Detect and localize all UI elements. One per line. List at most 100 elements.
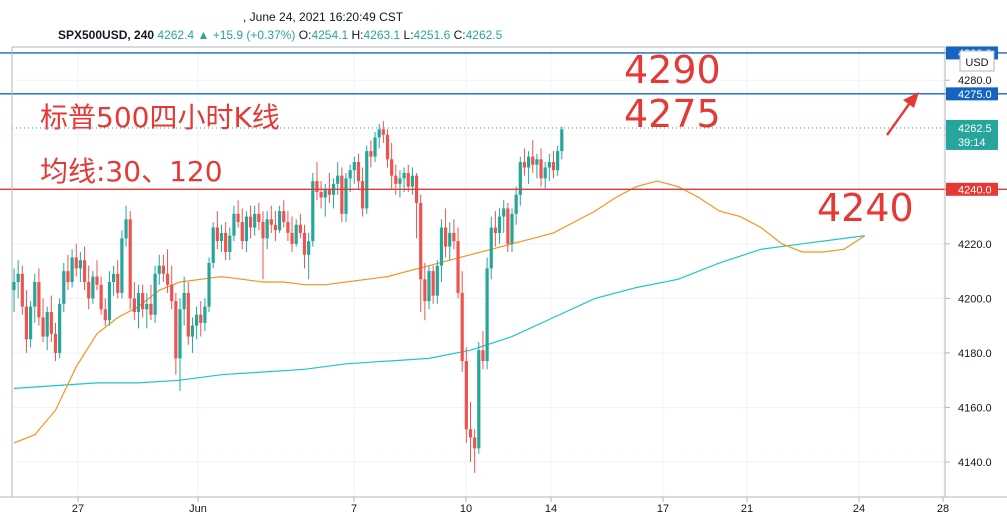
candle-body — [307, 241, 311, 255]
candle — [153, 265, 157, 323]
candle-body — [373, 137, 377, 157]
candle-body — [178, 309, 182, 359]
candle — [224, 222, 228, 261]
candle-body — [448, 232, 452, 247]
candle-body — [302, 232, 307, 255]
candle — [278, 205, 282, 233]
candle-body — [29, 306, 33, 340]
annotation-ma: 均线:30、120 — [40, 155, 223, 188]
candle-body — [157, 265, 161, 274]
candle — [518, 156, 522, 206]
candle — [298, 213, 302, 239]
y-tick-label: 4160.0 — [958, 402, 992, 414]
last-price: 4262.4 — [157, 28, 195, 42]
high-value: 4263.1 — [363, 28, 401, 42]
candle-body — [319, 192, 323, 198]
time-axis[interactable]: 27 Jun 7 10 14 17 21 24 28 — [72, 497, 949, 515]
candle-body — [381, 129, 385, 135]
candle — [431, 265, 435, 304]
price-tag-label: 4240.0 — [958, 184, 992, 196]
candle — [219, 224, 224, 253]
candle — [340, 167, 344, 223]
x-tick-label: Jun — [189, 503, 207, 515]
candle-body — [298, 224, 302, 233]
candle — [58, 298, 62, 359]
y-tick-label: 4220.0 — [958, 239, 992, 251]
bar-countdown: 39:14 — [958, 137, 986, 149]
candle — [290, 216, 294, 253]
candle — [352, 156, 356, 184]
candle-body — [423, 279, 427, 302]
ma120-line — [13, 235, 865, 389]
candle-body — [95, 276, 99, 285]
low-label: L: — [403, 28, 414, 42]
candle — [136, 284, 141, 329]
candle — [82, 246, 87, 291]
price-axis[interactable]: 4280.04260.04220.04200.04180.04160.04140… — [945, 75, 992, 469]
candle-body — [161, 265, 165, 274]
candle — [215, 211, 219, 250]
candle — [311, 172, 315, 247]
candle — [128, 211, 132, 310]
close-label: C: — [453, 28, 466, 42]
candle-body — [535, 159, 539, 165]
candle — [70, 249, 74, 288]
candle-body — [53, 333, 58, 353]
candle — [506, 202, 510, 253]
candle — [361, 167, 365, 217]
candle-body — [103, 309, 107, 321]
candle — [385, 129, 390, 168]
candle-body — [473, 437, 477, 449]
candle-body — [311, 181, 315, 242]
candle-body — [327, 189, 331, 195]
candle-body — [547, 162, 551, 168]
annotation-level-4275: 4275 — [624, 92, 721, 136]
x-tick-label: 21 — [741, 503, 753, 515]
candle — [327, 172, 331, 203]
candle-body — [369, 151, 373, 157]
candle — [543, 162, 547, 190]
candle — [497, 208, 502, 244]
open-label: O: — [298, 28, 312, 42]
candle — [29, 301, 33, 348]
candle-body — [435, 265, 439, 296]
candle-body — [78, 260, 82, 269]
candle — [91, 271, 95, 304]
candle — [531, 140, 535, 173]
candle — [444, 208, 448, 258]
candle-body — [406, 172, 410, 187]
candle — [535, 153, 539, 179]
candle-body — [49, 312, 53, 334]
candle-body — [165, 273, 170, 285]
candle — [348, 164, 352, 193]
candle — [149, 284, 153, 321]
timestamp: , June 24, 2021 16:20:49 CST — [243, 10, 404, 24]
symbol-label[interactable]: SPX500USD, 240 — [58, 28, 155, 42]
candle — [539, 148, 543, 187]
candle-body — [240, 222, 244, 242]
candle-body — [394, 175, 398, 184]
candle-body — [120, 238, 124, 293]
candle-body — [527, 156, 531, 168]
candle-body — [74, 257, 78, 269]
candle — [481, 331, 485, 370]
price-tag-box — [946, 119, 998, 150]
candle — [477, 342, 481, 454]
candle — [286, 211, 290, 242]
candle-body — [539, 159, 543, 179]
candle-body — [485, 268, 489, 362]
candle-body — [124, 219, 128, 239]
candle — [377, 123, 381, 149]
candle-body — [257, 213, 261, 223]
candle-body — [340, 175, 344, 214]
candle-body — [12, 282, 16, 291]
horizontal-levels[interactable] — [0, 52, 1007, 191]
candle — [174, 292, 178, 375]
candle — [248, 205, 253, 239]
arrow-annotation — [886, 92, 919, 136]
candle-body — [215, 227, 219, 242]
candle-body — [70, 257, 74, 283]
candle-body — [352, 162, 356, 171]
candle — [423, 262, 427, 321]
